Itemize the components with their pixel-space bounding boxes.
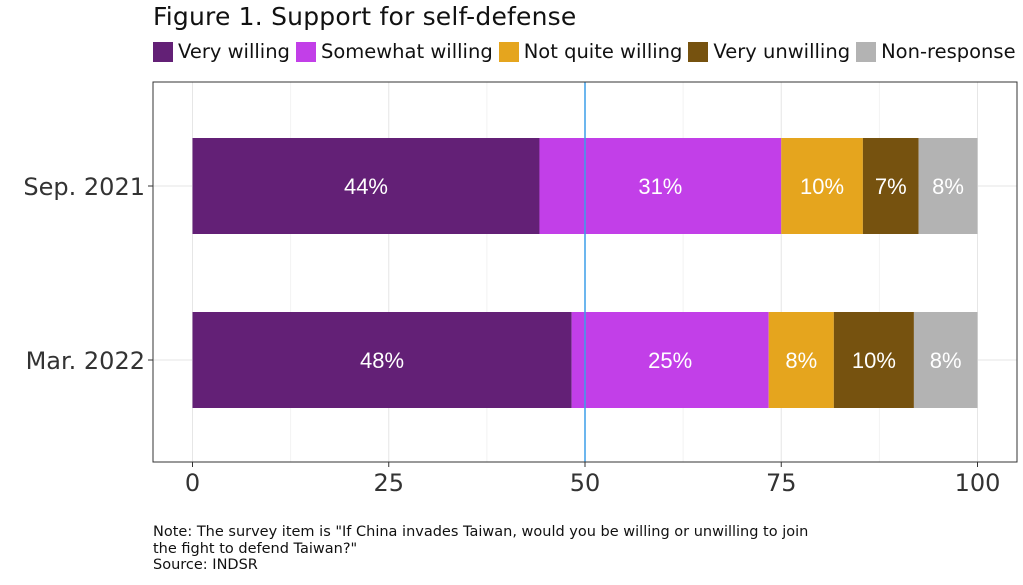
data-label: 7% bbox=[875, 174, 907, 199]
y-tick-label: Mar. 2022 bbox=[26, 347, 145, 375]
x-tick-label: 75 bbox=[766, 469, 797, 497]
bar-segment bbox=[913, 312, 978, 408]
bar-segment bbox=[833, 312, 914, 408]
legend-label: Somewhat willing bbox=[320, 40, 493, 63]
legend-swatch bbox=[498, 41, 519, 62]
x-tick-label: 0 bbox=[185, 469, 200, 497]
chart-note: Note: The survey item is "If China invad… bbox=[153, 524, 913, 574]
data-label: 10% bbox=[800, 174, 844, 199]
legend: Very willing Somewhat willing Not quite … bbox=[153, 40, 1022, 63]
bar-segment bbox=[781, 138, 863, 234]
bar-segment bbox=[862, 138, 919, 234]
data-label: 10% bbox=[852, 348, 896, 373]
legend-item-somewhat-willing: Somewhat willing bbox=[295, 40, 493, 63]
stacked-bar-chart: 44% 31% 10% 7% 8% 48% 25% 8% 10% 8% 0 25 50 75 100 Sep.… bbox=[23, 81, 1018, 497]
source-line: Source: INDSR bbox=[153, 557, 258, 573]
note-line-2: the fight to defend Taiwan?" bbox=[153, 540, 358, 557]
legend-label: Very unwilling bbox=[713, 40, 851, 63]
data-label: 25% bbox=[648, 348, 692, 373]
data-label: 8% bbox=[785, 348, 817, 373]
x-tick-label: 25 bbox=[373, 469, 404, 497]
legend-label: Very willing bbox=[178, 40, 290, 63]
note-line-1: Note: The survey item is "If China invad… bbox=[153, 524, 809, 540]
legend-swatch bbox=[153, 41, 173, 62]
legend-item-non-response: Non-response bbox=[856, 40, 1016, 63]
chart-title: Figure 1. Support for self-defense bbox=[153, 2, 577, 31]
data-label: 44% bbox=[344, 174, 388, 199]
legend-label: Not quite willing bbox=[523, 40, 683, 63]
data-label: 8% bbox=[930, 348, 962, 373]
legend-label: Non-response bbox=[881, 40, 1016, 63]
bar-segment bbox=[192, 312, 572, 408]
data-label: 31% bbox=[638, 174, 682, 199]
legend-item-very-willing: Very willing bbox=[153, 40, 290, 63]
bar-segment bbox=[539, 138, 782, 234]
y-tick-label: Sep. 2021 bbox=[23, 173, 145, 201]
bar-segment bbox=[192, 138, 540, 234]
x-tick-label: 50 bbox=[570, 469, 601, 497]
data-label: 48% bbox=[360, 348, 404, 373]
bar-segment bbox=[918, 138, 978, 234]
x-tick-label: 100 bbox=[955, 469, 1001, 497]
legend-swatch bbox=[295, 41, 316, 62]
bar-segment bbox=[768, 312, 834, 408]
legend-item-very-unwilling: Very unwilling bbox=[688, 40, 850, 63]
data-label: 8% bbox=[932, 174, 964, 199]
legend-swatch bbox=[688, 41, 709, 62]
legend-item-not-quite-willing: Not quite willing bbox=[498, 40, 683, 63]
legend-swatch bbox=[856, 41, 877, 62]
bar-segment bbox=[571, 312, 769, 408]
